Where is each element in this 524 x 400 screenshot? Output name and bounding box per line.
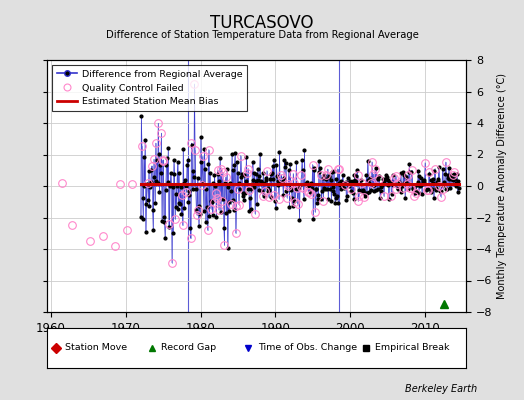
- Text: Station Move: Station Move: [65, 344, 127, 352]
- Text: Time of Obs. Change: Time of Obs. Change: [258, 344, 357, 352]
- Text: Empirical Break: Empirical Break: [375, 344, 450, 352]
- Text: Difference of Station Temperature Data from Regional Average: Difference of Station Temperature Data f…: [105, 30, 419, 40]
- Legend: Difference from Regional Average, Quality Control Failed, Estimated Station Mean: Difference from Regional Average, Qualit…: [52, 65, 247, 111]
- Text: TURCASOVO: TURCASOVO: [210, 14, 314, 32]
- Y-axis label: Monthly Temperature Anomaly Difference (°C): Monthly Temperature Anomaly Difference (…: [497, 73, 507, 299]
- Text: Berkeley Earth: Berkeley Earth: [405, 384, 477, 394]
- Text: Record Gap: Record Gap: [161, 344, 216, 352]
